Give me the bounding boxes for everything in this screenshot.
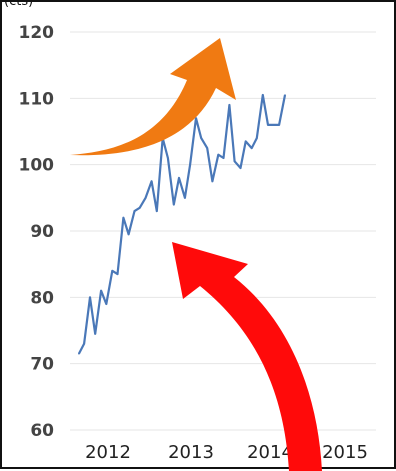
y-tick-label: 100 <box>19 156 55 176</box>
data-point <box>150 180 153 183</box>
orange-up-arrow <box>70 38 236 156</box>
series-line <box>77 93 287 355</box>
data-point <box>239 167 242 169</box>
data-point <box>211 180 214 183</box>
data-point <box>144 197 147 199</box>
data-point <box>178 177 180 179</box>
x-tick-label: 2014 <box>247 442 293 463</box>
data-point <box>200 137 203 139</box>
data-point <box>261 94 264 96</box>
y-tick-label: 80 <box>30 288 54 308</box>
data-point <box>267 124 269 126</box>
data-point <box>278 124 280 126</box>
data-point <box>256 137 258 139</box>
data-point <box>167 157 169 159</box>
data-point <box>100 289 102 292</box>
data-point <box>127 233 130 236</box>
y-tick-label: 90 <box>30 222 54 242</box>
data-point <box>173 203 175 206</box>
data-point <box>116 273 119 275</box>
data-point <box>189 163 191 166</box>
data-point <box>184 197 186 199</box>
y-tick-label: 110 <box>19 89 55 109</box>
red-up-arrow <box>172 242 322 471</box>
x-tick-label: 2012 <box>85 442 131 463</box>
data-point <box>273 124 275 126</box>
x-tick-label: 2013 <box>168 442 214 463</box>
data-point <box>94 333 97 335</box>
data-point <box>217 153 220 156</box>
data-point <box>111 270 114 272</box>
data-point <box>78 352 80 355</box>
data-point <box>250 147 253 149</box>
x-axis-tick-labels: 2012 2013 2014 2015 <box>85 442 368 463</box>
data-point <box>83 342 85 345</box>
data-point <box>138 206 141 209</box>
series-layer <box>77 93 287 355</box>
data-point <box>195 117 197 120</box>
data-point <box>233 160 236 163</box>
data-point <box>122 216 125 219</box>
data-point <box>206 147 208 149</box>
data-point <box>228 104 231 106</box>
data-point <box>105 303 108 305</box>
data-point <box>89 296 91 299</box>
x-tick-label: 2015 <box>322 442 368 463</box>
data-point <box>244 140 247 143</box>
data-point <box>155 210 158 212</box>
y-tick-label: 120 <box>19 23 55 43</box>
y-tick-label: 60 <box>30 421 54 441</box>
data-point <box>133 210 136 212</box>
top-left-partial-label: (cts) <box>4 0 34 9</box>
y-tick-label: 70 <box>30 355 54 375</box>
y-axis-tick-labels: 60 70 80 90 100 110 120 <box>19 23 55 441</box>
data-point <box>284 94 286 96</box>
data-point <box>222 157 225 159</box>
grid-lines <box>70 31 376 431</box>
